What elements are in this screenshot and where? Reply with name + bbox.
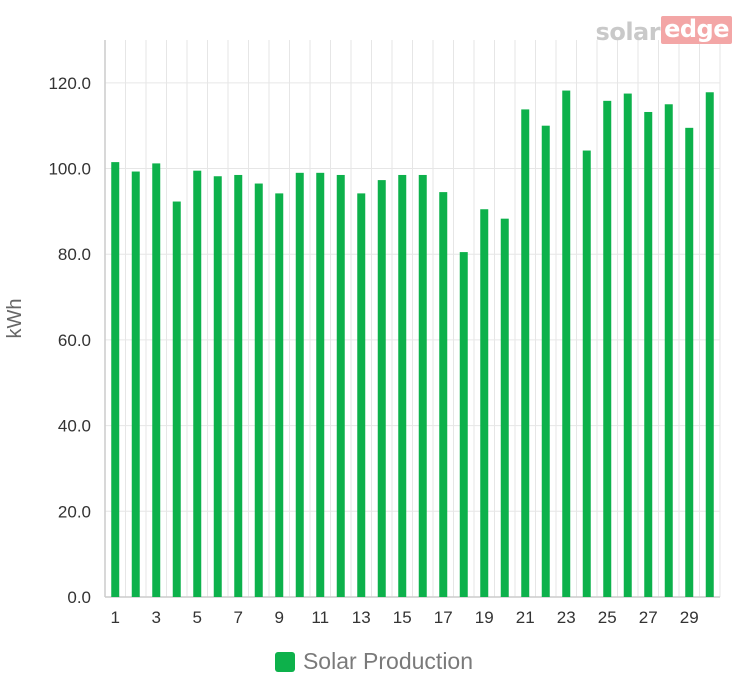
bar[interactable]: [480, 209, 489, 597]
bar[interactable]: [623, 93, 632, 598]
bar[interactable]: [295, 172, 304, 598]
x-tick-label: 11: [311, 608, 329, 627]
bar[interactable]: [500, 218, 509, 597]
bar[interactable]: [664, 104, 673, 598]
bar[interactable]: [603, 100, 612, 597]
x-tick-label: 7: [234, 608, 243, 627]
x-tick-label: 21: [516, 608, 535, 627]
x-tick-label: 3: [152, 608, 161, 627]
bar[interactable]: [357, 193, 366, 598]
bar[interactable]: [213, 176, 222, 597]
y-axis-label: kWh: [4, 299, 26, 339]
bar[interactable]: [234, 174, 243, 597]
x-tick-label: 1: [111, 608, 120, 627]
x-tick-label: 15: [393, 608, 412, 627]
x-tick-label: 17: [434, 608, 453, 627]
bar[interactable]: [418, 174, 427, 597]
x-tick-label: 13: [352, 608, 371, 627]
solaredge-logo: solar edge: [596, 16, 732, 44]
bar[interactable]: [582, 150, 591, 597]
bar[interactable]: [172, 201, 181, 597]
x-tick-label: 19: [475, 608, 494, 627]
logo-edge-text: edge: [661, 16, 732, 44]
x-tick-label: 5: [193, 608, 202, 627]
bar[interactable]: [644, 111, 653, 597]
x-tick-label: 27: [639, 608, 658, 627]
bar[interactable]: [152, 163, 161, 598]
bar[interactable]: [459, 252, 468, 598]
legend-label[interactable]: Solar Production: [302, 648, 474, 674]
y-tick-label: 120.0: [48, 74, 91, 93]
y-tick-label: 20.0: [58, 502, 91, 521]
bar[interactable]: [111, 162, 120, 597]
bar[interactable]: [377, 180, 386, 597]
x-tick-label: 9: [275, 608, 284, 627]
bar[interactable]: [193, 170, 202, 597]
x-tick-label: 29: [680, 608, 699, 627]
x-tick-label: 25: [598, 608, 617, 627]
legend[interactable]: Solar Production: [0, 648, 748, 675]
y-tick-label: 60.0: [58, 331, 91, 350]
bar[interactable]: [521, 109, 530, 597]
bar[interactable]: [316, 172, 325, 598]
bar[interactable]: [705, 92, 714, 597]
y-tick-label: 40.0: [58, 417, 91, 436]
legend-swatch[interactable]: [274, 651, 295, 672]
bar[interactable]: [336, 174, 345, 597]
x-tick-label: 23: [557, 608, 576, 627]
bar[interactable]: [685, 127, 694, 597]
bar[interactable]: [254, 183, 263, 598]
bar[interactable]: [562, 90, 571, 597]
bar[interactable]: [275, 193, 284, 598]
bar[interactable]: [131, 171, 140, 597]
y-tick-label: 100.0: [48, 160, 91, 179]
y-tick-label: 0.0: [67, 588, 91, 607]
y-tick-label: 80.0: [58, 245, 91, 264]
bar[interactable]: [398, 174, 407, 597]
bar[interactable]: [439, 192, 448, 597]
logo-solar-text: solar: [595, 18, 661, 46]
bar[interactable]: [541, 125, 550, 597]
